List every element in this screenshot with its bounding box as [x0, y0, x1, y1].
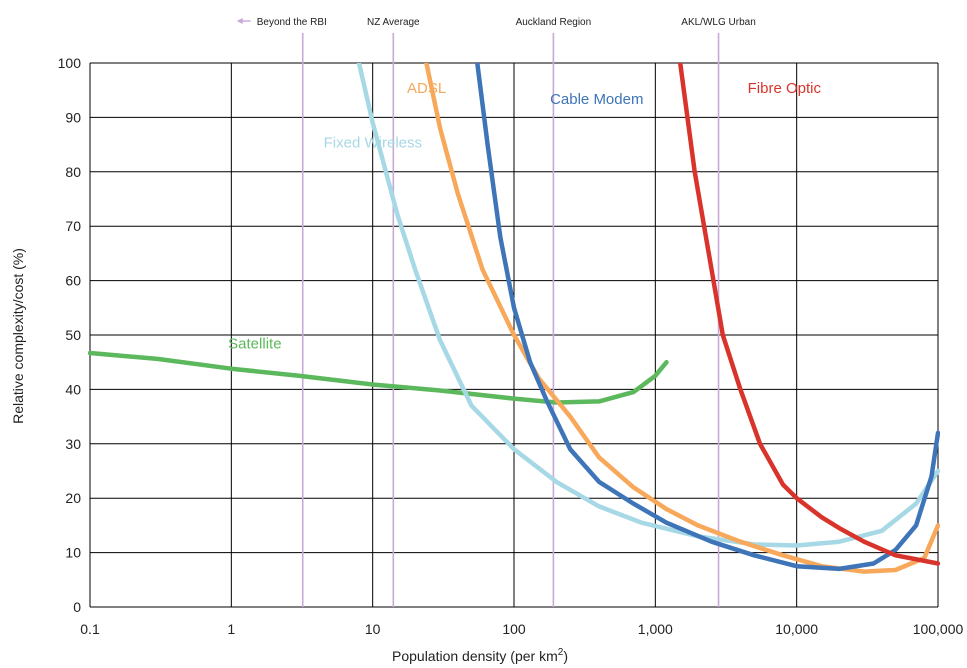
reference-lines: Beyond the RBI NZ Average Auckland Region A… [236, 17, 756, 607]
series-label-satellite: Satellite [228, 336, 281, 353]
reference-label-akl-wlg-urban: AKL/WLG Urban [681, 17, 755, 28]
series-label-fibre-optic: Fibre Optic [748, 80, 822, 97]
reference-label-nz-average: NZ Average [367, 17, 420, 28]
y-tick-label: 100 [58, 55, 82, 71]
series-label-adsl: ADSL [407, 80, 446, 97]
y-tick-label: 30 [65, 436, 81, 452]
y-tick-label: 40 [65, 381, 81, 397]
series-label-cable-modem: Cable Modem [550, 91, 643, 108]
series-labels: Satellite Fixed Wireless ADSL Cable Modem Fi… [228, 80, 821, 353]
x-axis-title-main: Population density (per km [392, 648, 558, 664]
x-tick-label: 100,000 [913, 621, 964, 637]
y-tick-label: 50 [65, 327, 81, 343]
reference-label-auckland-region: Auckland Region [516, 17, 592, 28]
y-tick-label: 60 [65, 273, 81, 289]
reference-label-beyond-the-rbi: Beyond the RBI [257, 17, 327, 28]
series-lines [88, 63, 940, 574]
series-line-satellite [88, 350, 669, 405]
y-tick-label: 20 [65, 490, 81, 506]
reference-arrow-head [236, 18, 243, 24]
series-line-fibre-optic [677, 63, 940, 566]
series-label-fixed-wireless: Fixed Wireless [324, 134, 422, 151]
x-tick-label: 100 [502, 621, 526, 637]
x-tick-label: 10,000 [775, 621, 818, 637]
x-tick-label: 1 [227, 621, 235, 637]
x-axis-title-suffix: ) [563, 648, 568, 664]
y-tick-label: 90 [65, 109, 81, 125]
series-line-adsl [424, 63, 940, 574]
y-tick-label: 10 [65, 545, 81, 561]
x-axis-title-superscript: 2 [558, 647, 564, 658]
tick-labels: 0 10 20 30 40 50 60 70 80 90 100 0.1 1 10 100 1,000 10,0… [58, 55, 964, 637]
y-tick-label: 80 [65, 164, 81, 180]
x-tick-label: 0.1 [80, 621, 100, 637]
x-tick-label: 1,000 [638, 621, 673, 637]
x-tick-label: 10 [365, 621, 381, 637]
x-axis-title: Population density (per km2) [392, 647, 568, 664]
y-tick-label: 0 [73, 599, 81, 615]
series-line-fixed-wireless [356, 63, 940, 548]
y-tick-label: 70 [65, 218, 81, 234]
series-line-cable-modem [475, 63, 940, 572]
y-axis-title: Relative complexity/cost (%) [10, 248, 26, 424]
